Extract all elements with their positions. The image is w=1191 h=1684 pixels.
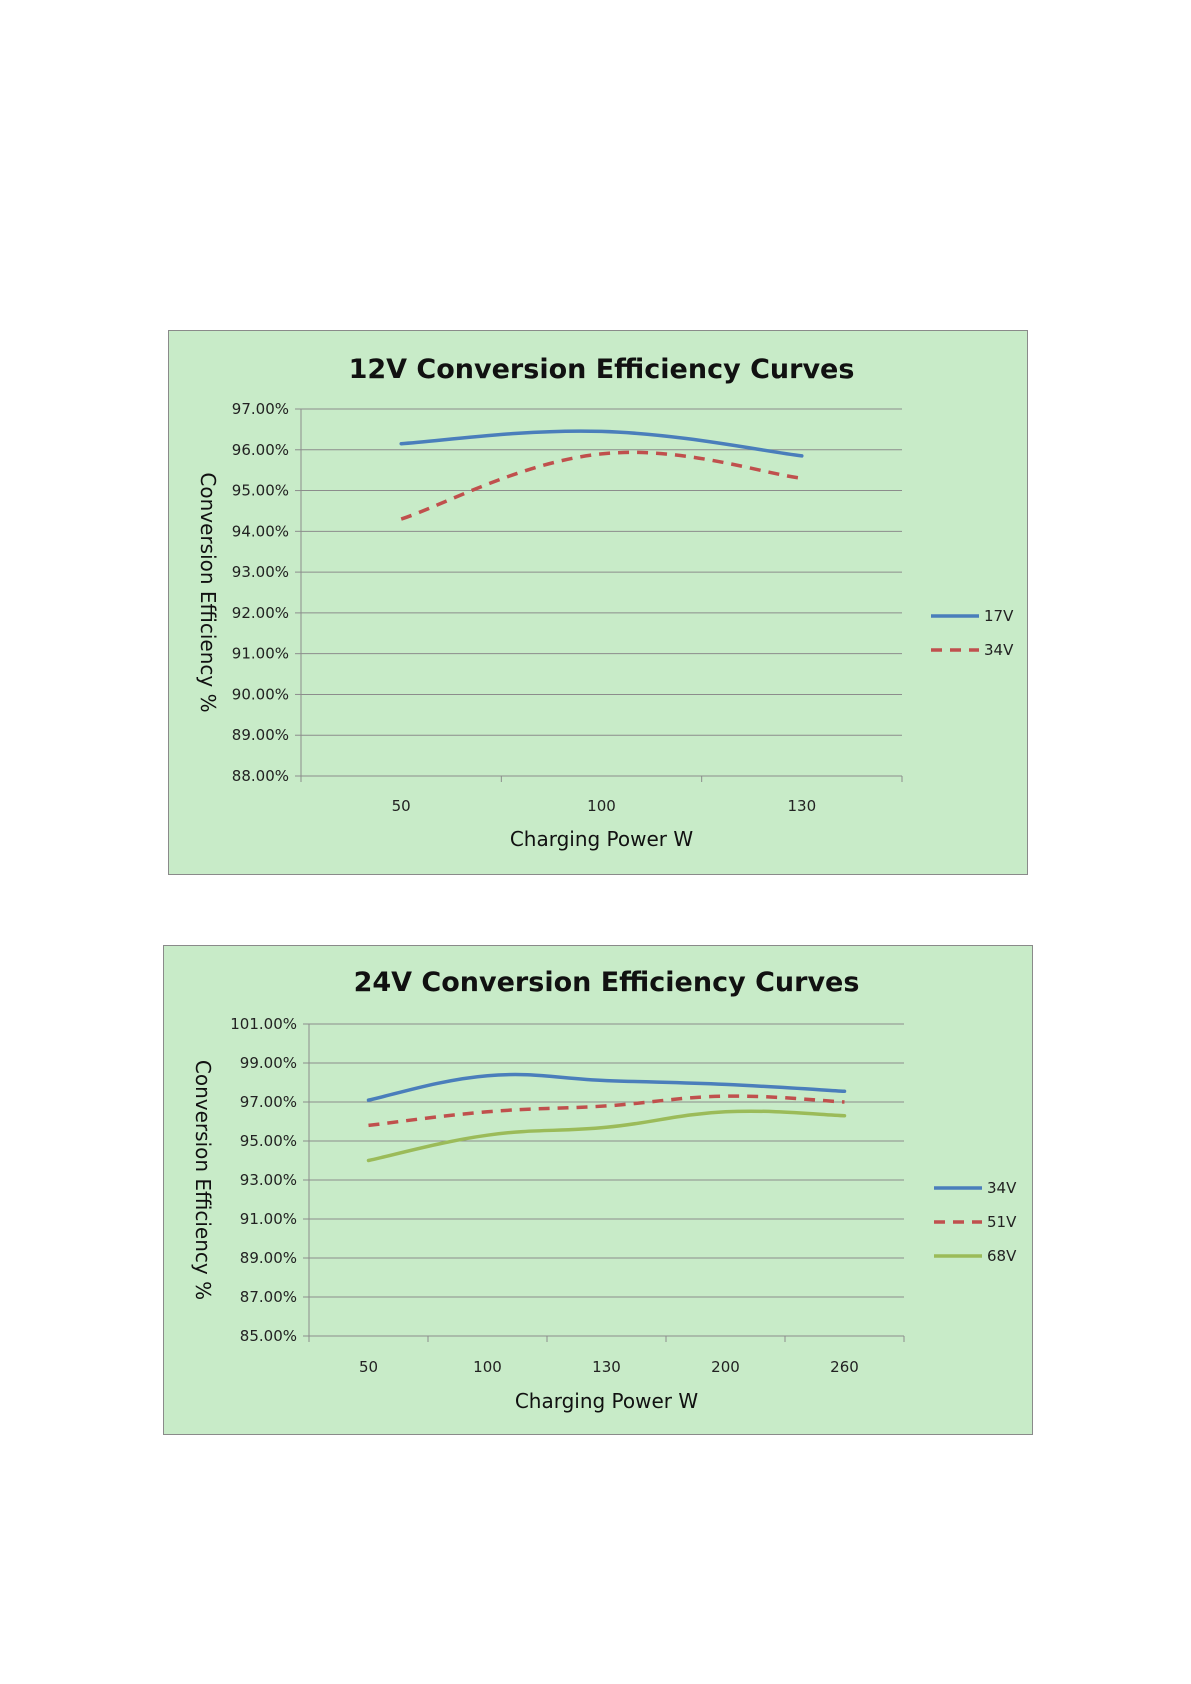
chart-24v-x-axis-title: Charging Power W [515,1389,699,1413]
chart-24v-series-line-51v [368,1094,845,1128]
chart-24v-y-tick-label: 97.00% [240,1093,297,1111]
chart-24v-legend-label: 51V [987,1213,1017,1231]
chart-24v-y-tick-label: 93.00% [240,1171,297,1189]
chart-24v-legend-label: 68V [987,1247,1017,1265]
chart-12v-x-tick-label: 130 [788,797,817,815]
chart-24v-y-tick-label: 101.00% [230,1015,297,1033]
chart-24v-y-tick-label: 89.00% [240,1249,297,1267]
chart-12v-legend-label: 17V [984,607,1014,625]
chart-12v-legend-label: 34V [984,641,1014,659]
chart-12v-y-tick-label: 94.00% [232,522,289,540]
chart-24v-series-line-34v [366,1072,847,1102]
chart-12v-title: 12V Conversion Efficiency Curves [349,354,855,385]
chart-12v-y-tick-label: 90.00% [232,685,289,703]
chart-12v-series-line-34v [400,450,803,521]
chart-12v-x-tick-label: 100 [587,797,616,815]
chart-24v-legend-label: 34V [987,1179,1017,1197]
chart-24v-y-tick-label: 95.00% [240,1132,297,1150]
chart-24v-x-tick-label: 100 [473,1358,502,1376]
chart-12v-y-tick-label: 93.00% [232,563,289,581]
chart-12v-y-tick-label: 91.00% [232,645,289,663]
chart-12v-x-axis-title: Charging Power W [510,827,694,851]
chart-24v-x-tick-label: 50 [359,1358,378,1376]
chart-12v-y-tick-label: 89.00% [232,726,289,744]
chart-12v-y-tick-label: 88.00% [232,767,289,785]
chart-24v-y-tick-label: 87.00% [240,1288,297,1306]
chart-24v-y-tick-label: 99.00% [240,1054,297,1072]
chart-24v-title: 24V Conversion Efficiency Curves [354,967,860,998]
chart-12v-y-tick-label: 96.00% [232,441,289,459]
chart-12v-series-line-17v [399,429,804,458]
chart-12v-x-tick-label: 50 [392,797,411,815]
chart-12v-y-tick-label: 95.00% [232,482,289,500]
chart-24v-x-tick-label: 130 [592,1358,621,1376]
chart-24v-y-axis-title: Conversion Efficiency % [191,1060,215,1300]
chart-24v-x-tick-label: 200 [711,1358,740,1376]
chart-24v-series-line-68v [366,1109,847,1163]
chart-12v-y-tick-label: 92.00% [232,604,289,622]
chart-24v-x-tick-label: 260 [830,1358,859,1376]
chart-12v-svg: 12V Conversion Efficiency Curves 88.00% 89… [196,354,1014,851]
chart-24v-svg: 24V Conversion Efficiency Curves 85.00% 87… [191,967,1017,1413]
chart-24v-y-tick-label: 85.00% [240,1327,297,1345]
chart-12v: 12V Conversion Efficiency Curves 88.00% 89… [168,330,1028,875]
chart-12v-y-tick-label: 97.00% [232,400,289,418]
chart-12v-y-axis-title: Conversion Efficiency % [196,472,220,712]
chart-24v: 24V Conversion Efficiency Curves 85.00% 87… [163,945,1033,1435]
chart-24v-y-tick-label: 91.00% [240,1210,297,1228]
